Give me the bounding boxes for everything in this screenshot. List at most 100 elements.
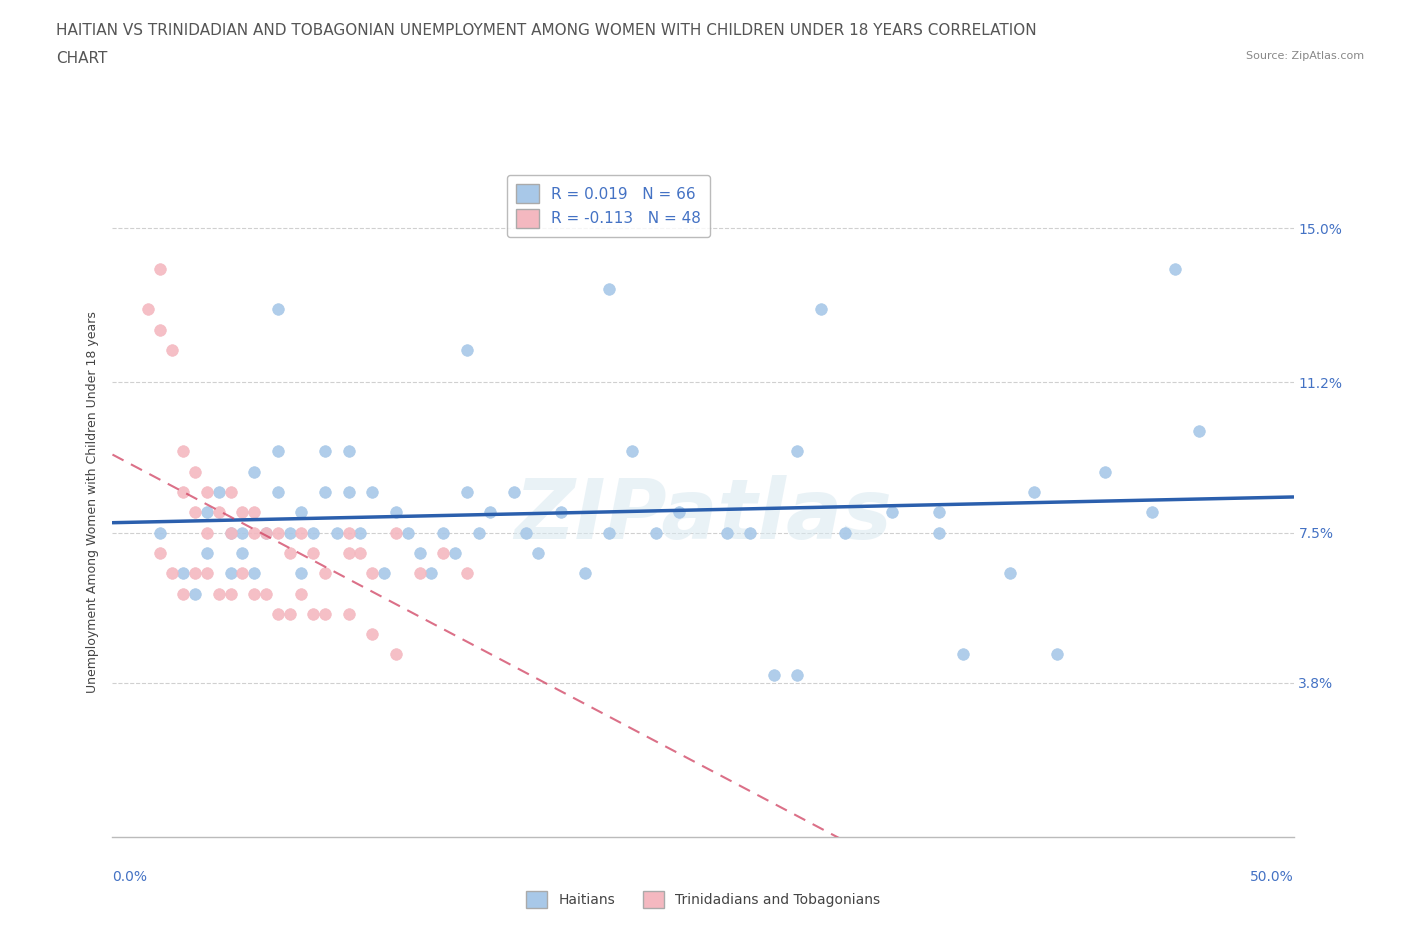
Point	[314, 606, 336, 621]
Point	[195, 485, 218, 499]
Point	[208, 485, 231, 499]
Point	[740, 525, 762, 540]
Point	[373, 565, 395, 580]
Point	[574, 565, 596, 580]
Point	[998, 565, 1021, 580]
Text: CHART: CHART	[56, 51, 108, 66]
Point	[267, 525, 290, 540]
Text: Source: ZipAtlas.com: Source: ZipAtlas.com	[1246, 51, 1364, 61]
Legend: Haitians, Trinidadians and Tobagonians: Haitians, Trinidadians and Tobagonians	[520, 885, 886, 914]
Text: ZIPatlas: ZIPatlas	[515, 475, 891, 556]
Point	[172, 444, 194, 458]
Point	[834, 525, 856, 540]
Text: 0.0%: 0.0%	[112, 870, 148, 884]
Point	[184, 505, 207, 520]
Point	[231, 565, 253, 580]
Point	[716, 525, 738, 540]
Point	[928, 525, 950, 540]
Point	[160, 342, 183, 357]
Point	[208, 586, 231, 601]
Point	[314, 565, 336, 580]
Point	[1046, 647, 1069, 662]
Point	[231, 525, 253, 540]
Point	[420, 565, 443, 580]
Point	[219, 525, 242, 540]
Point	[432, 546, 454, 561]
Point	[290, 525, 312, 540]
Point	[267, 485, 290, 499]
Point	[149, 525, 172, 540]
Point	[219, 565, 242, 580]
Point	[149, 323, 172, 338]
Point	[267, 302, 290, 317]
Point	[243, 464, 266, 479]
Text: HAITIAN VS TRINIDADIAN AND TOBAGONIAN UNEMPLOYMENT AMONG WOMEN WITH CHILDREN UND: HAITIAN VS TRINIDADIAN AND TOBAGONIAN UN…	[56, 23, 1036, 38]
Point	[550, 505, 572, 520]
Point	[254, 525, 277, 540]
Point	[479, 505, 502, 520]
Point	[526, 546, 548, 561]
Point	[644, 525, 666, 540]
Point	[149, 546, 172, 561]
Point	[243, 565, 266, 580]
Legend: R = 0.019   N = 66, R = -0.113   N = 48: R = 0.019 N = 66, R = -0.113 N = 48	[506, 175, 710, 237]
Point	[219, 485, 242, 499]
Point	[1140, 505, 1163, 520]
Point	[337, 546, 360, 561]
Point	[254, 586, 277, 601]
Point	[278, 606, 301, 621]
Point	[467, 525, 489, 540]
Point	[267, 444, 290, 458]
Point	[302, 606, 325, 621]
Point	[621, 444, 644, 458]
Y-axis label: Unemployment Among Women with Children Under 18 years: Unemployment Among Women with Children U…	[86, 312, 100, 693]
Point	[598, 282, 620, 297]
Point	[278, 525, 301, 540]
Point	[361, 485, 384, 499]
Point	[503, 485, 526, 499]
Point	[349, 546, 371, 561]
Point	[456, 342, 478, 357]
Point	[243, 505, 266, 520]
Point	[231, 546, 253, 561]
Point	[136, 302, 159, 317]
Point	[396, 525, 419, 540]
Point	[952, 647, 974, 662]
Point	[231, 505, 253, 520]
Point	[810, 302, 832, 317]
Point	[243, 586, 266, 601]
Point	[290, 586, 312, 601]
Point	[195, 505, 218, 520]
Point	[254, 525, 277, 540]
Point	[290, 565, 312, 580]
Point	[337, 444, 360, 458]
Point	[278, 546, 301, 561]
Point	[172, 485, 194, 499]
Point	[172, 586, 194, 601]
Point	[184, 565, 207, 580]
Point	[184, 464, 207, 479]
Point	[337, 485, 360, 499]
Point	[515, 525, 537, 540]
Point	[326, 525, 349, 540]
Point	[290, 505, 312, 520]
Point	[408, 565, 430, 580]
Point	[1188, 424, 1211, 439]
Point	[786, 667, 808, 682]
Point	[337, 606, 360, 621]
Point	[172, 565, 194, 580]
Point	[1164, 261, 1187, 276]
Point	[337, 525, 360, 540]
Point	[1022, 485, 1045, 499]
Point	[786, 444, 808, 458]
Point	[195, 525, 218, 540]
Point	[408, 546, 430, 561]
Point	[361, 627, 384, 642]
Point	[219, 525, 242, 540]
Point	[195, 546, 218, 561]
Point	[160, 565, 183, 580]
Point	[385, 647, 408, 662]
Point	[314, 485, 336, 499]
Point	[314, 444, 336, 458]
Point	[149, 261, 172, 276]
